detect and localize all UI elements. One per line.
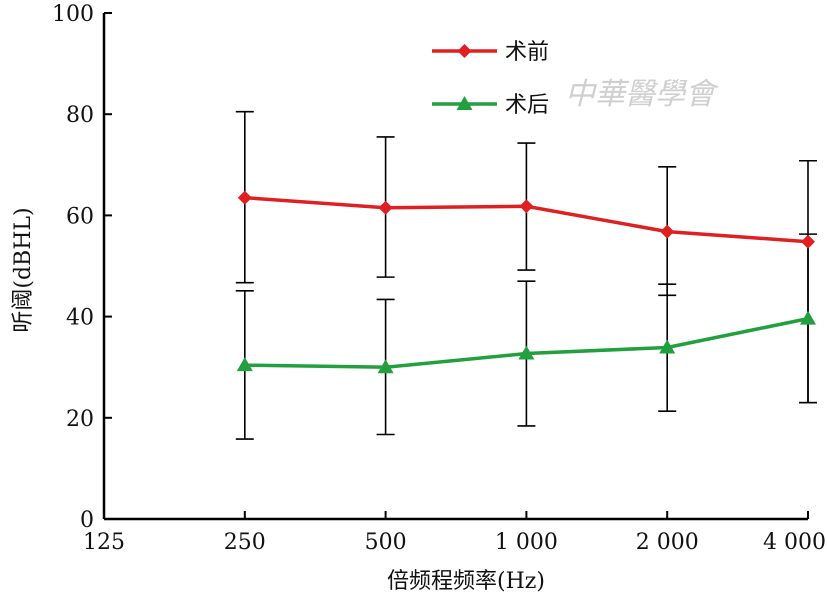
x-tick-label: 4 000 — [763, 530, 826, 555]
error-bars — [235, 110, 817, 440]
data-point-0 — [660, 224, 675, 239]
axes: 0 20 40 60 80 100 125 250 500 1 000 2 000 4 000 — [52, 2, 826, 555]
y-tick-label: 100 — [52, 2, 94, 27]
legend-label: 术前 — [505, 40, 549, 65]
data-point-1 — [236, 357, 253, 372]
legend-label: 术后 — [505, 93, 549, 118]
x-axis-title: 倍频程频率(Hz) — [387, 569, 545, 594]
x-tick-label: 2 000 — [636, 530, 699, 555]
data-point-1 — [800, 310, 816, 325]
data-point-0 — [237, 190, 252, 205]
y-tick-label: 0 — [80, 508, 94, 533]
x-tick-label: 500 — [365, 530, 407, 555]
x-tick-label: 125 — [83, 530, 125, 555]
y-tick-label: 60 — [66, 204, 94, 229]
legend-marker — [457, 44, 472, 58]
y-tick-label: 40 — [66, 306, 94, 331]
data-point-1 — [518, 345, 535, 360]
data-point-1 — [659, 339, 676, 354]
data-point-0 — [519, 199, 534, 214]
data-point-0 — [801, 234, 815, 249]
x-tick-label: 1 000 — [495, 530, 558, 555]
x-tick-label: 250 — [224, 530, 266, 555]
data-point-0 — [378, 200, 393, 215]
y-tick-label: 20 — [66, 407, 94, 432]
series-lines — [236, 190, 816, 374]
y-axis-title: 听阈(dBHL) — [11, 207, 36, 332]
y-tick-label: 80 — [66, 103, 94, 128]
watermark-text: 中華醫學會 — [565, 77, 719, 112]
legend-marker — [456, 96, 473, 110]
data-point-1 — [377, 359, 394, 374]
